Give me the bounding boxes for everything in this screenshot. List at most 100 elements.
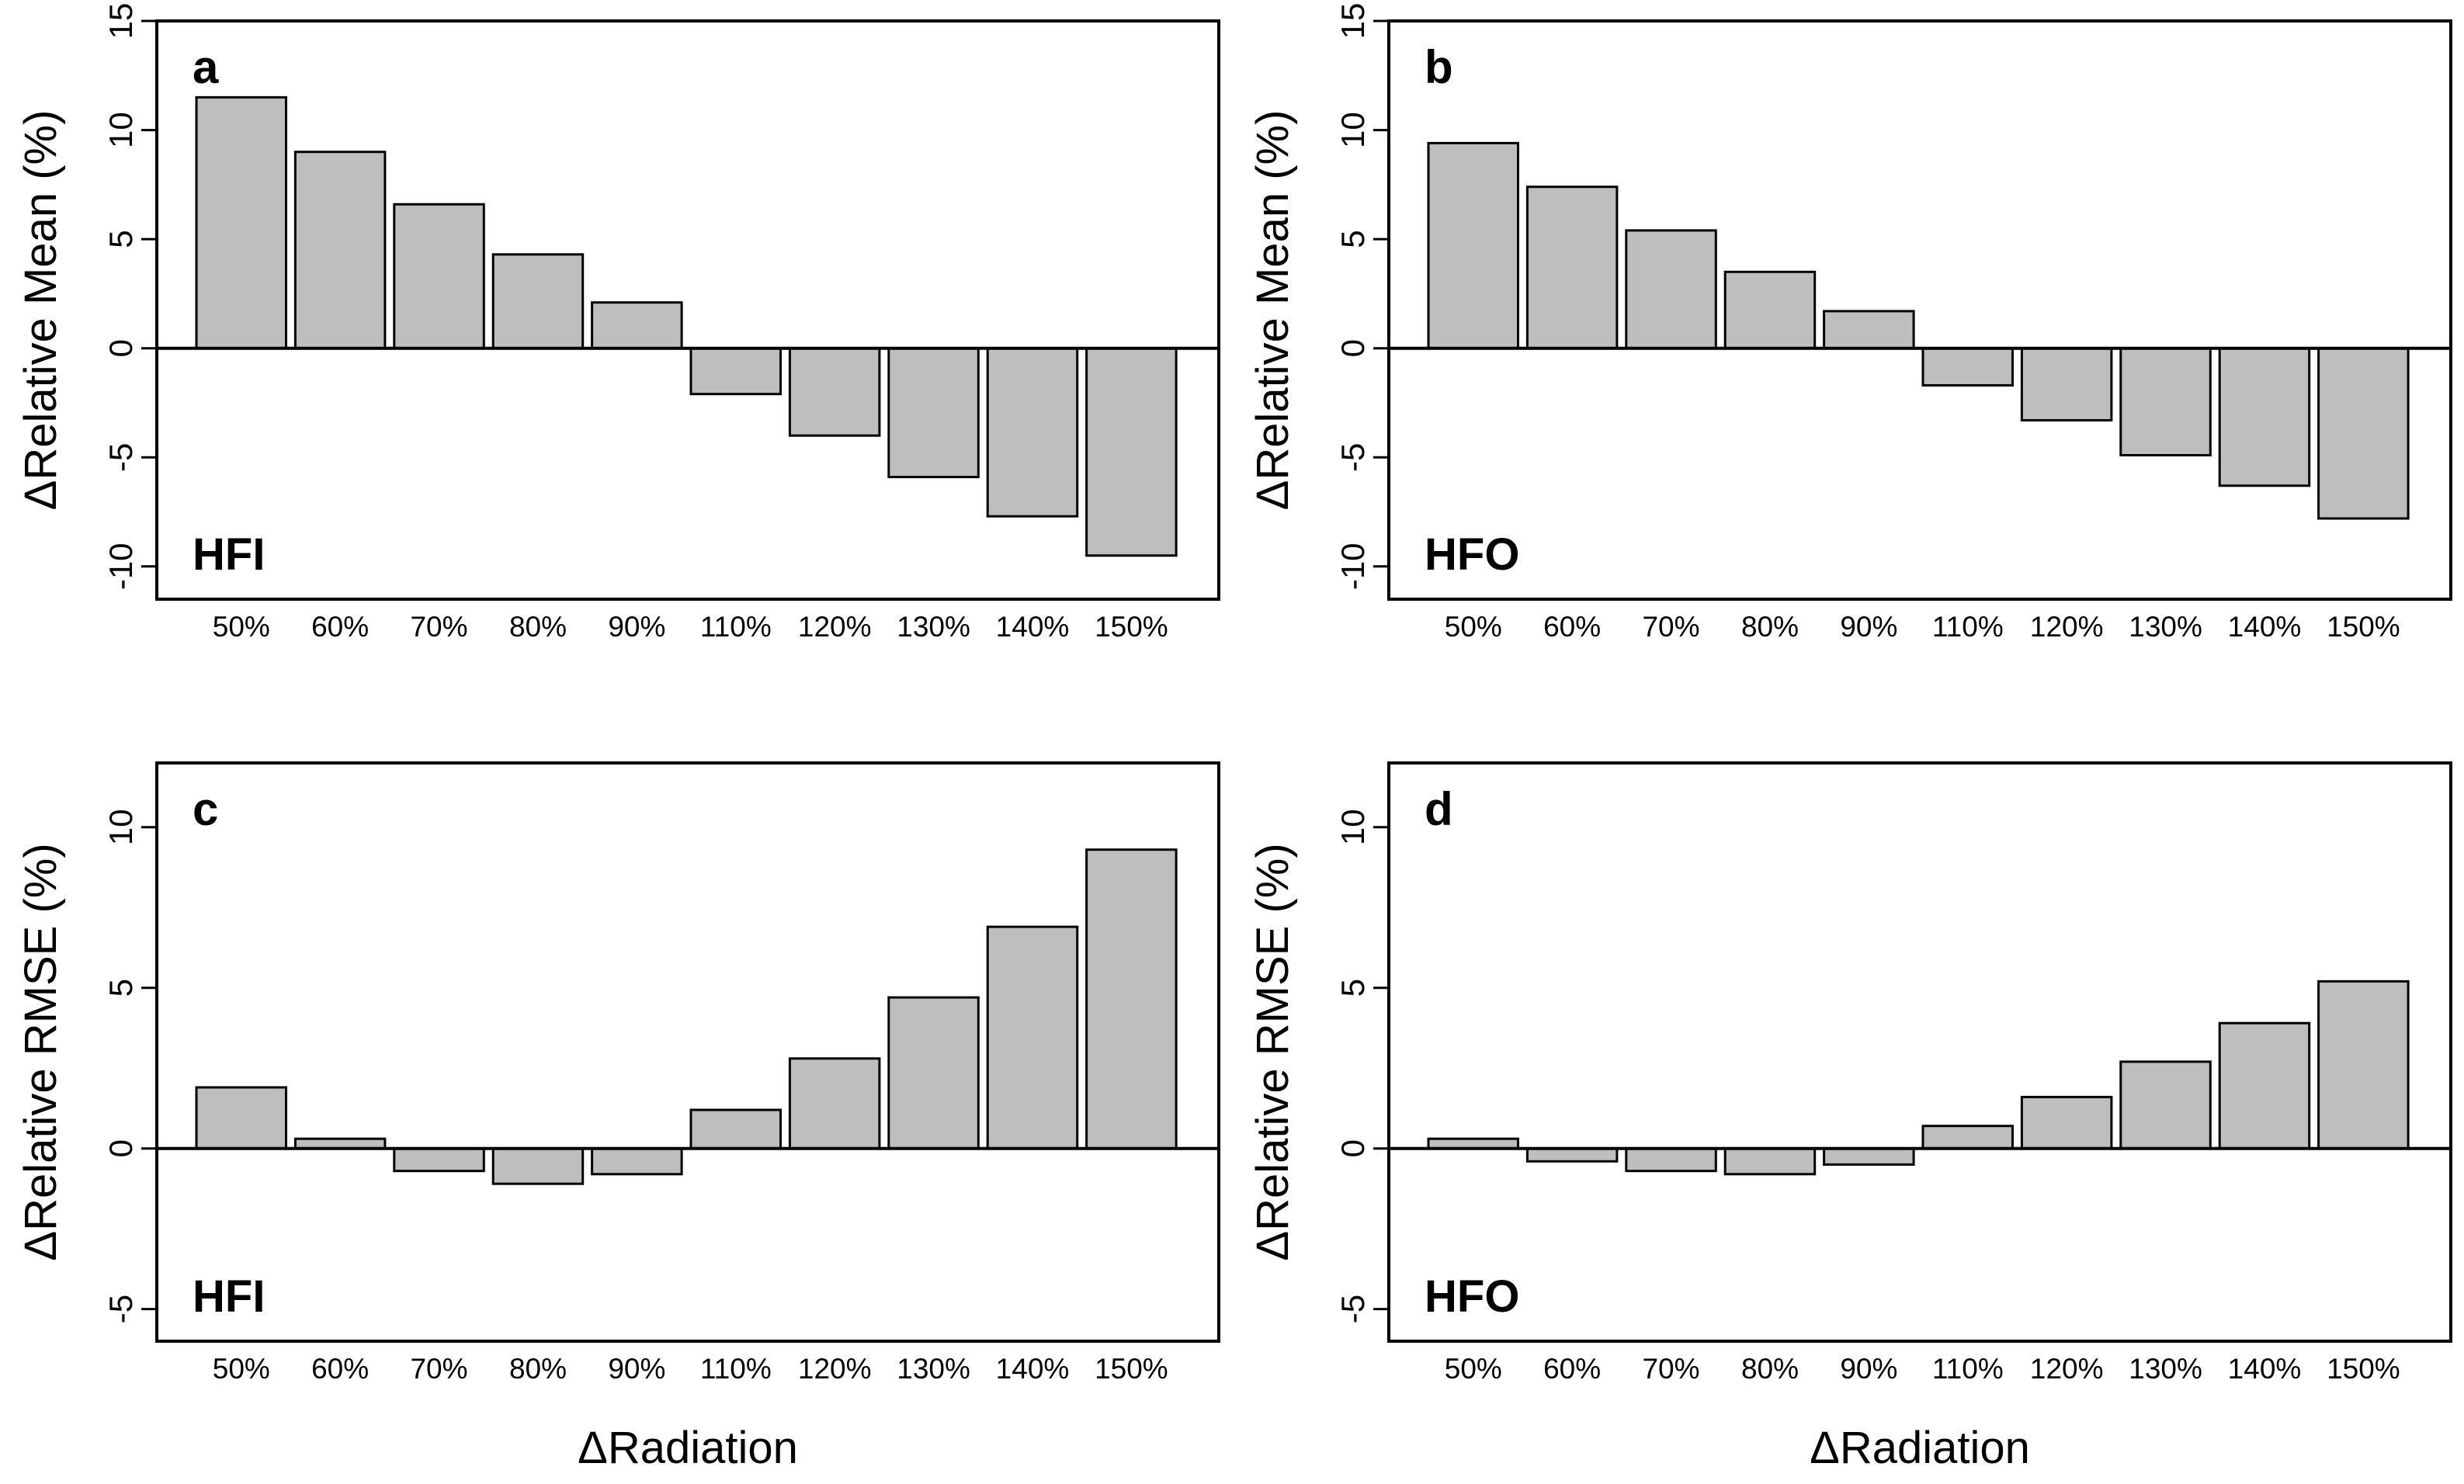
x-tick-label: 110% xyxy=(1932,611,2004,643)
bar-90% xyxy=(591,301,683,350)
bar-150% xyxy=(2317,980,2410,1150)
y-axis-title: ΔRelative Mean (%) xyxy=(16,110,66,511)
x-tick-label: 130% xyxy=(897,611,970,643)
bar-130% xyxy=(887,996,980,1150)
bar-150% xyxy=(1085,848,1178,1150)
x-tick-label: 60% xyxy=(311,611,369,643)
bar-chart-a: -10 -5 0 5 10 15 50% 60% 70% 80% 90% 110% 120% 130% 14… xyxy=(16,3,1220,643)
bar-50% xyxy=(195,95,287,350)
group-label: HFI xyxy=(193,529,265,580)
x-tick-label: 130% xyxy=(2129,611,2202,643)
y-tick-label: -5 xyxy=(102,443,139,472)
bar-150% xyxy=(2317,347,2410,520)
x-tick-label: 110% xyxy=(1932,1353,2004,1385)
y-tick-label: 15 xyxy=(1334,3,1371,40)
panel-d: -5 0 5 10 50% 60% 70% 80% 90% 110% 120% 130% 140% 150… xyxy=(1232,742,2464,1484)
bar-140% xyxy=(2218,1021,2311,1150)
y-tick-label: 10 xyxy=(1334,809,1371,845)
x-tick-label: 60% xyxy=(311,1353,369,1385)
bar-110% xyxy=(689,1108,782,1150)
panel-letter: b xyxy=(1425,41,1453,93)
bar-130% xyxy=(2119,1060,2212,1150)
y-axis-title: ΔRelative RMSE (%) xyxy=(1248,843,1298,1260)
y-tick-label: -5 xyxy=(1334,443,1371,472)
bar-150% xyxy=(1085,347,1178,557)
x-tick-label: 130% xyxy=(897,1353,970,1385)
bar-120% xyxy=(788,1057,881,1150)
x-tick-label: 90% xyxy=(1840,1353,1897,1385)
bar-130% xyxy=(887,347,980,479)
bar-80% xyxy=(1723,1147,1817,1176)
bar-chart-b: -10 -5 0 5 10 15 50% 60% 70% 80% 90% 110% 120% 130% 14… xyxy=(1248,3,2452,643)
x-tick-label: 80% xyxy=(1741,1353,1799,1385)
x-axis-title: ΔRadiation xyxy=(578,1423,798,1473)
y-tick-label: 5 xyxy=(102,979,139,997)
x-tick-label: 50% xyxy=(213,1353,270,1385)
x-tick-label: 150% xyxy=(1095,1353,1168,1385)
x-tick-label: 90% xyxy=(1840,611,1897,643)
bar-140% xyxy=(986,925,1079,1150)
bar-60% xyxy=(293,151,387,350)
y-tick-label: 0 xyxy=(102,1139,139,1157)
x-tick-label: 110% xyxy=(700,611,772,643)
bar-chart-d: -5 0 5 10 50% 60% 70% 80% 90% 110% 120% 130% 140% 150… xyxy=(1248,761,2452,1473)
x-tick-label: 70% xyxy=(1642,611,1699,643)
panel-b: -10 -5 0 5 10 15 50% 60% 70% 80% 90% 110% 120% 130% 14… xyxy=(1232,0,2464,742)
y-axis-title: ΔRelative RMSE (%) xyxy=(16,843,66,1260)
bar-80% xyxy=(1723,270,1817,350)
bar-110% xyxy=(689,347,782,396)
x-tick-label: 140% xyxy=(996,611,1070,643)
group-label: HFO xyxy=(1425,1271,1519,1322)
x-tick-label: 70% xyxy=(410,1353,467,1385)
bar-110% xyxy=(1921,347,2014,387)
bar-80% xyxy=(491,1147,585,1185)
x-tick-label: 120% xyxy=(798,611,872,643)
bar-80% xyxy=(491,253,585,350)
bar-120% xyxy=(2020,1095,2113,1150)
x-tick-label: 150% xyxy=(2327,1353,2400,1385)
x-tick-label: 80% xyxy=(509,1353,567,1385)
y-tick-label: 0 xyxy=(1334,1139,1371,1157)
x-tick-label: 140% xyxy=(2228,1353,2302,1385)
bar-140% xyxy=(2218,347,2311,487)
y-tick-label: 10 xyxy=(102,809,139,845)
x-axis-title: ΔRadiation xyxy=(1810,1423,2030,1473)
bar-130% xyxy=(2119,347,2212,457)
plot-box xyxy=(1387,19,2452,601)
x-tick-label: 150% xyxy=(2327,611,2400,643)
y-tick-label: 5 xyxy=(102,230,139,248)
x-tick-label: 150% xyxy=(1095,611,1168,643)
panel-c: -5 0 5 10 50% 60% 70% 80% 90% 110% 120% 130% 140% 150… xyxy=(0,742,1232,1484)
plot-box xyxy=(155,19,1220,601)
x-tick-label: 80% xyxy=(1741,611,1799,643)
y-tick-label: 10 xyxy=(1334,112,1371,148)
x-tick-label: 120% xyxy=(798,1353,872,1385)
x-tick-label: 140% xyxy=(2228,611,2302,643)
panel-letter: d xyxy=(1425,783,1453,835)
x-tick-label: 140% xyxy=(996,1353,1070,1385)
x-tick-label: 50% xyxy=(213,611,270,643)
bar-90% xyxy=(591,1147,683,1176)
plot-box xyxy=(1387,761,2452,1343)
panel-letter: c xyxy=(193,783,218,835)
bar-70% xyxy=(1625,1147,1717,1173)
bar-70% xyxy=(1625,229,1717,350)
y-tick-label: 0 xyxy=(1334,339,1371,357)
bar-90% xyxy=(1823,1147,1915,1166)
y-tick-label: -10 xyxy=(1334,543,1371,590)
bar-70% xyxy=(393,1147,485,1173)
bar-50% xyxy=(195,1086,287,1150)
x-tick-label: 120% xyxy=(2030,611,2104,643)
bar-90% xyxy=(1823,310,1915,350)
group-label: HFI xyxy=(193,1271,265,1322)
x-tick-label: 80% xyxy=(509,611,567,643)
y-tick-label: 5 xyxy=(1334,230,1371,248)
bar-60% xyxy=(1525,1147,1619,1163)
y-tick-label: 5 xyxy=(1334,979,1371,997)
x-tick-label: 50% xyxy=(1445,611,1502,643)
bar-140% xyxy=(986,347,1079,518)
x-tick-label: 110% xyxy=(700,1353,772,1385)
x-tick-label: 90% xyxy=(608,1353,665,1385)
x-tick-label: 60% xyxy=(1543,611,1601,643)
